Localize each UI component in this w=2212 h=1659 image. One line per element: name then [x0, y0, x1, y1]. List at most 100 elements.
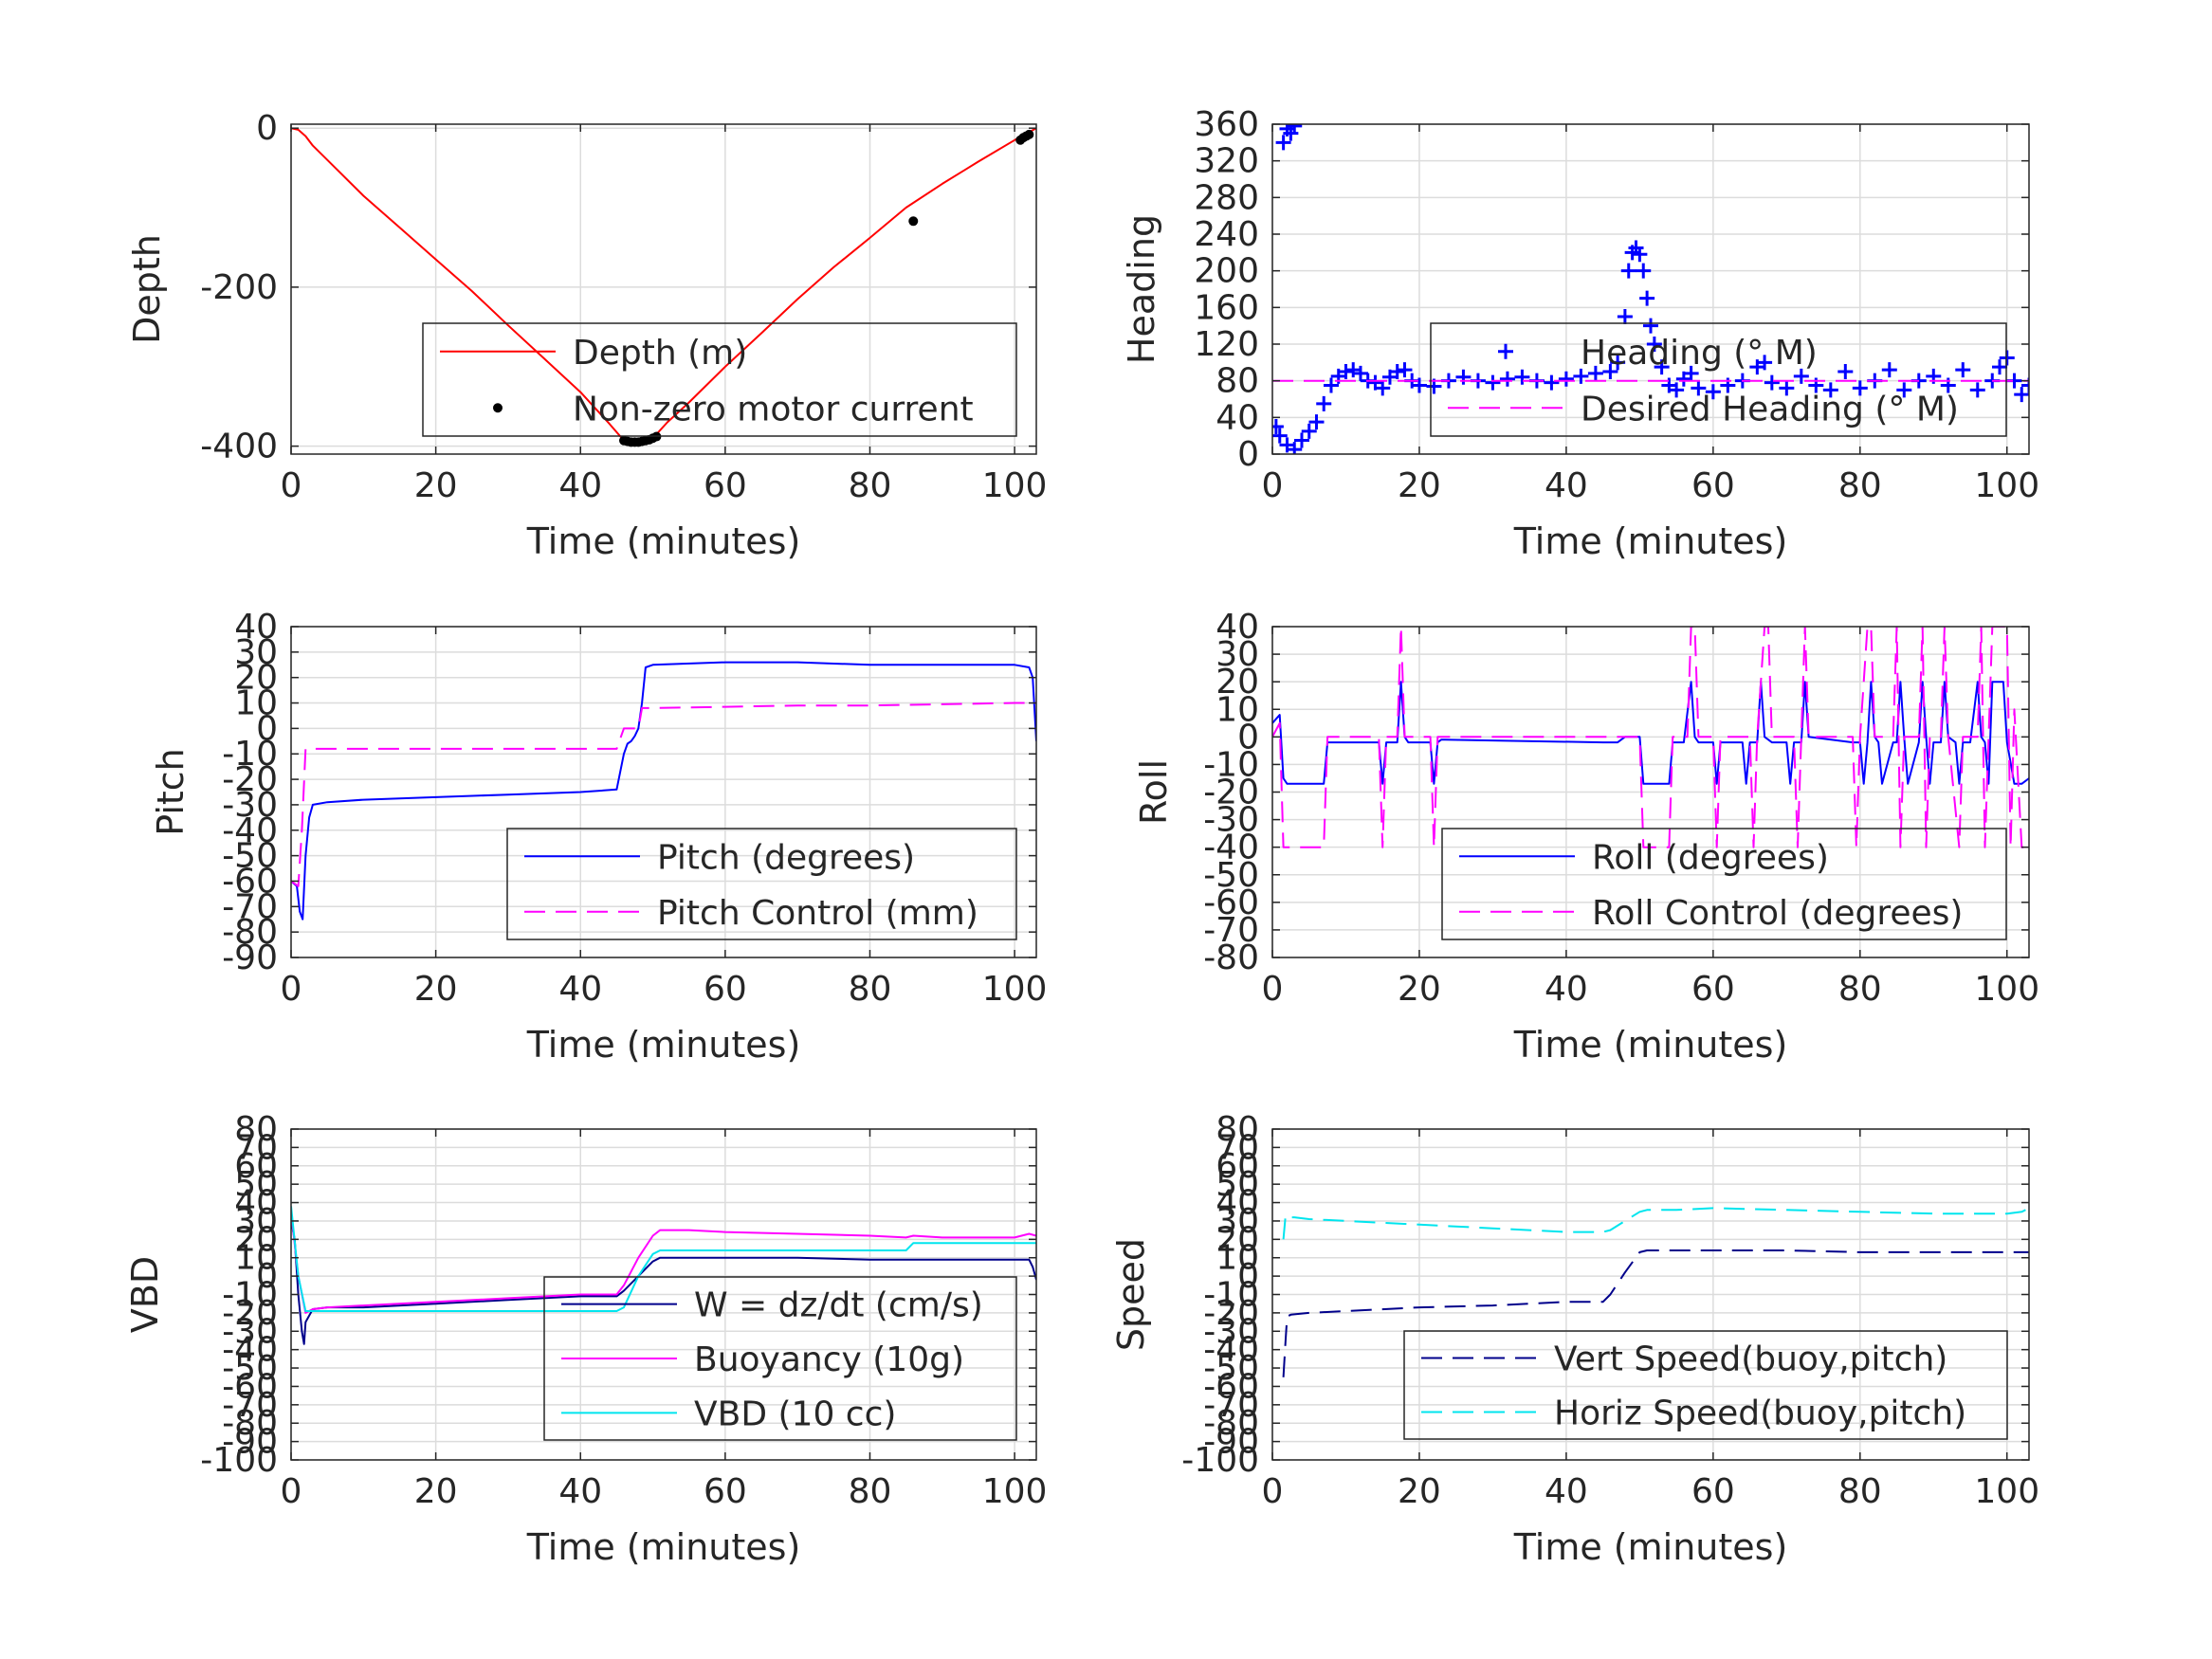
x-tick-label: 20 [1398, 466, 1441, 505]
data-point [908, 216, 919, 227]
x-tick-label: 80 [1838, 970, 1882, 1009]
y-axis-label: VBD [124, 1256, 166, 1333]
data-point [1639, 290, 1655, 306]
plot-data [1282, 1207, 2029, 1377]
data-point [2021, 377, 2029, 393]
data-point [1602, 364, 1618, 379]
x-tick-label: 40 [1545, 970, 1588, 1009]
x-axis-label: Time (minutes) [526, 1526, 801, 1568]
x-tick-label: 20 [414, 466, 458, 505]
series-line [1272, 627, 2029, 848]
x-tick-label: 40 [1545, 1472, 1588, 1511]
legend-box [1403, 1330, 2008, 1440]
data-point [1587, 365, 1603, 381]
y-tick-label: 10 [234, 1239, 278, 1278]
data-point [1837, 364, 1854, 379]
x-axis-label: Time (minutes) [1513, 520, 1788, 562]
y-tick-label: 80 [234, 1110, 278, 1149]
y-tick-label: 50 [1216, 1165, 1259, 1204]
legend-label: Roll Control (degrees) [1592, 894, 1963, 933]
y-tick-label: -70 [1203, 911, 1259, 950]
x-tick-label: 100 [1974, 466, 2039, 505]
y-tick-label: 240 [1194, 215, 1259, 254]
y-tick-label: 10 [1216, 690, 1259, 729]
data-point [1287, 442, 1303, 454]
y-tick-label: -10 [222, 735, 278, 774]
y-tick-label: -100 [200, 1441, 278, 1480]
data-point [1301, 423, 1317, 439]
data-point [1822, 382, 1838, 398]
y-tick-label: 50 [234, 1165, 278, 1204]
y-tick-label: -10 [1203, 745, 1259, 784]
data-point [1881, 362, 1897, 378]
data-point [1617, 309, 1633, 324]
y-tick-label: -90 [222, 939, 278, 977]
x-tick-label: 80 [849, 970, 892, 1009]
y-tick-label: -40 [1203, 1331, 1259, 1370]
plot-area [1272, 124, 2029, 454]
data-point [1338, 364, 1354, 379]
y-tick-label: -90 [1203, 1423, 1259, 1462]
x-tick-label: 100 [1974, 970, 2039, 1009]
x-tick-label: 100 [982, 970, 1048, 1009]
y-tick-label: 20 [1216, 1220, 1259, 1259]
y-tick-label: 0 [256, 709, 278, 748]
data-point [1272, 419, 1284, 434]
x-tick-label: 20 [414, 970, 458, 1009]
y-tick-label: 120 [1194, 325, 1259, 364]
y-tick-label: 0 [256, 1257, 278, 1296]
y-tick-label: -40 [1203, 829, 1259, 867]
y-tick-label: 40 [234, 608, 278, 647]
data-point [1275, 135, 1291, 151]
y-tick-label: -60 [222, 1367, 278, 1406]
legend-label: Heading (° M) [1581, 334, 1818, 373]
plot-data [291, 1206, 1036, 1345]
axes-box [290, 123, 1037, 455]
chart-pitch: 0 20 40 60 80 100-90-80-70-60-50-40-30-20-100… [150, 608, 1047, 1066]
x-axis-label: Time (minutes) [526, 520, 801, 562]
data-point [1316, 395, 1332, 411]
chart-depth: 0 20 40 60 80 100 0 -200 -400 Time (minutes) Depth… [126, 109, 1047, 562]
data-point [1375, 380, 1391, 396]
y-tick-label: 40 [234, 1184, 278, 1223]
y-tick-label: 280 [1194, 178, 1259, 217]
y-tick-label: 60 [234, 1147, 278, 1186]
data-point [1669, 382, 1685, 398]
data-point [1779, 380, 1795, 396]
y-tick-label: 10 [1216, 1239, 1259, 1278]
legend-label: Desired Heading (° M) [1581, 390, 1959, 428]
y-tick-label: 70 [234, 1128, 278, 1167]
x-tick-label: 20 [414, 1472, 458, 1511]
legend: Roll (degrees) Roll Control (degrees) [1441, 828, 2007, 940]
x-tick-label: 20 [1398, 1472, 1441, 1511]
data-point [1852, 380, 1868, 396]
x-tick-label: 100 [982, 1472, 1048, 1511]
x-tick-label: 60 [704, 1472, 747, 1511]
data-point [1455, 369, 1472, 385]
y-tick-label: -60 [1203, 884, 1259, 922]
series-line [291, 1206, 1036, 1312]
y-tick-label: 30 [1216, 1202, 1259, 1241]
x-tick-label: 60 [1691, 970, 1735, 1009]
y-tick-label: 0 [256, 109, 278, 148]
data-point [1411, 377, 1427, 393]
legend-box [543, 1276, 1017, 1441]
plot-data [1272, 124, 2029, 454]
data-point [1573, 368, 1589, 384]
y-axis-label: Speed [1110, 1238, 1152, 1351]
legend-label: VBD (10 cc) [694, 1395, 896, 1433]
legend-label: W = dz/dt (cm/s) [694, 1286, 983, 1325]
y-tick-label: -50 [1203, 1349, 1259, 1388]
chart-vbd: 0 20 40 60 80 100-100-90-80-70-60-50-40-30-20… [124, 1110, 1047, 1568]
y-axis-label: Roll [1133, 759, 1175, 825]
y-tick-label: -80 [222, 1404, 278, 1443]
plot-area [291, 124, 1036, 454]
y-tick-label: -90 [222, 1423, 278, 1462]
y-tick-label: -30 [222, 1312, 278, 1351]
y-tick-label: -60 [1203, 1367, 1259, 1406]
y-tick-label: -40 [222, 811, 278, 850]
y-tick-label: 360 [1194, 105, 1259, 144]
y-tick-label: -30 [1203, 1312, 1259, 1351]
data-point [1793, 368, 1809, 384]
